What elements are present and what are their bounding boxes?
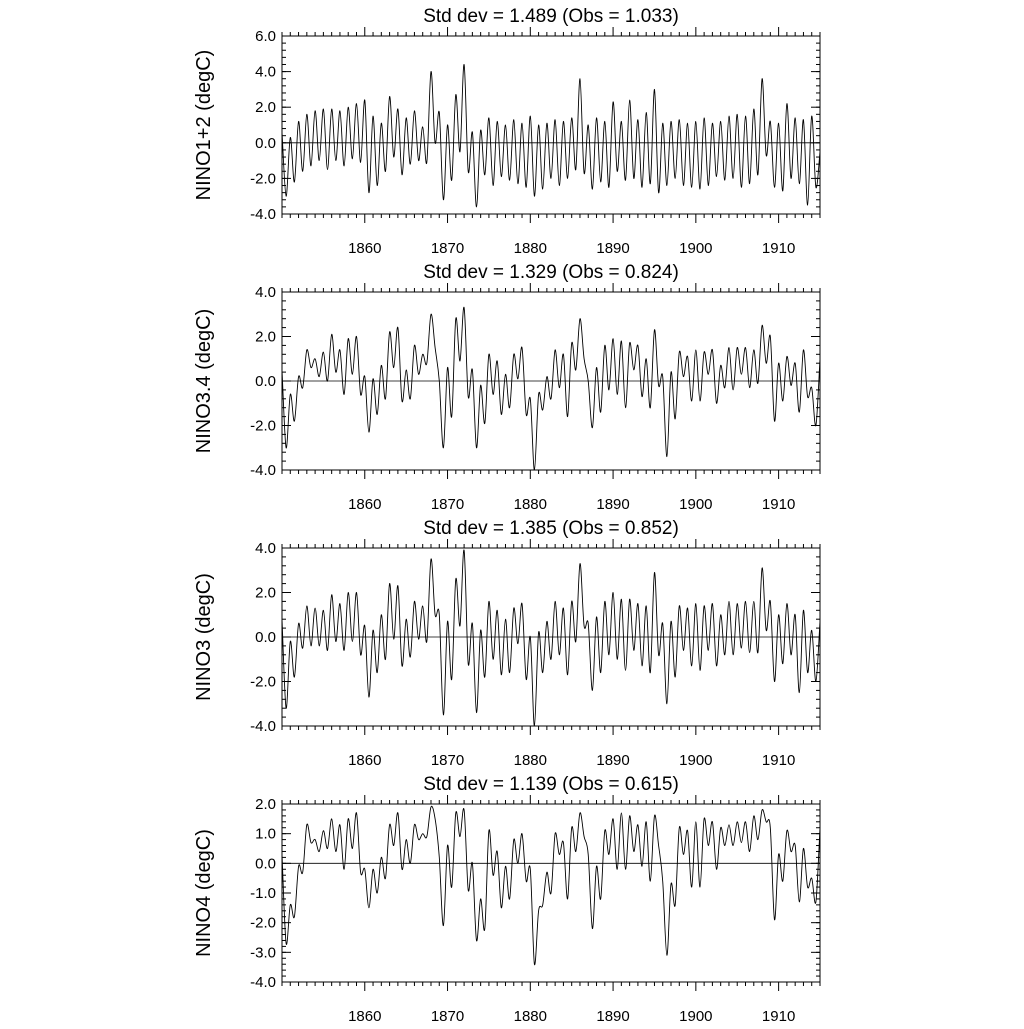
x-tick-label: 1890 [596, 1008, 629, 1024]
x-tick-label: 1910 [762, 752, 795, 769]
y-axis-label: NINO4 (degC) [193, 829, 215, 957]
series-line [281, 64, 821, 208]
x-tick-label: 1890 [596, 752, 629, 769]
y-axis-label: NINO3 (degC) [193, 573, 215, 701]
chart-title: Std dev = 1.139 (Obs = 0.615) [423, 774, 679, 795]
y-tick-label: 0.0 [255, 373, 276, 390]
y-tick-label: 0.0 [255, 135, 276, 152]
x-tick-label: 1910 [762, 496, 795, 513]
y-tick-label: -2.0 [250, 674, 276, 691]
y-tick-label: 4.0 [255, 284, 276, 301]
series-line [281, 805, 821, 965]
x-tick-label: 1910 [762, 240, 795, 257]
x-tick-label: 1880 [514, 240, 547, 257]
y-axis-label: NINO1+2 (degC) [193, 50, 215, 201]
x-tick-label: 1900 [679, 240, 712, 257]
series-line [281, 307, 821, 471]
y-tick-label: 2.0 [255, 796, 276, 813]
x-tick-label: 1860 [348, 1008, 381, 1024]
x-tick-label: 1880 [514, 752, 547, 769]
x-tick-label: 1860 [348, 496, 381, 513]
x-tick-label: 1890 [596, 240, 629, 257]
x-tick-label: 1910 [762, 1008, 795, 1024]
panel-2: Std dev = 1.329 (Obs = 0.824) NINO3.4 (de… [193, 262, 821, 513]
x-tick-label: 1870 [431, 496, 464, 513]
panel-3: Std dev = 1.385 (Obs = 0.852) NINO3 (degC… [193, 518, 821, 769]
x-tick-label: 1870 [431, 1008, 464, 1024]
y-tick-label: -2.0 [250, 418, 276, 435]
y-tick-label: 1.0 [255, 826, 276, 843]
y-tick-label: 4.0 [255, 64, 276, 81]
plot-frame [281, 35, 821, 215]
y-tick-label: 2.0 [255, 99, 276, 116]
y-tick-label: 6.0 [255, 28, 276, 45]
panel-1: Std dev = 1.489 (Obs = 1.033) NINO1+2 (de… [193, 6, 821, 257]
x-tick-label: 1860 [348, 240, 381, 257]
y-tick-label: 0.0 [255, 629, 276, 646]
y-tick-label: -2.0 [250, 170, 276, 187]
y-tick-label: -3.0 [250, 944, 276, 961]
y-axis-label: NINO3.4 (degC) [193, 309, 215, 454]
y-tick-label: 2.0 [255, 329, 276, 346]
y-tick-label: -2.0 [250, 915, 276, 932]
x-tick-label: 1890 [596, 496, 629, 513]
y-tick-label: -4.0 [250, 206, 276, 223]
y-tick-label: 2.0 [255, 585, 276, 602]
y-tick-label: 0.0 [255, 855, 276, 872]
x-tick-label: 1900 [679, 1008, 712, 1024]
x-tick-label: 1860 [348, 752, 381, 769]
y-tick-label: -4.0 [250, 718, 276, 735]
x-tick-label: 1880 [514, 496, 547, 513]
chart-title: Std dev = 1.489 (Obs = 1.033) [423, 6, 679, 27]
y-tick-label: -4.0 [250, 462, 276, 479]
x-tick-label: 1900 [679, 752, 712, 769]
y-tick-label: 4.0 [255, 540, 276, 557]
chart-title: Std dev = 1.329 (Obs = 0.824) [423, 262, 679, 283]
series-line [281, 549, 821, 727]
x-tick-label: 1880 [514, 1008, 547, 1024]
panel-4: Std dev = 1.139 (Obs = 0.615) NINO4 (degC… [193, 774, 821, 1025]
x-tick-label: 1900 [679, 496, 712, 513]
chart-title: Std dev = 1.385 (Obs = 0.852) [423, 518, 679, 539]
y-tick-label: -1.0 [250, 885, 276, 902]
x-tick-label: 1870 [431, 240, 464, 257]
x-tick-label: 1870 [431, 752, 464, 769]
y-tick-label: -4.0 [250, 974, 276, 991]
